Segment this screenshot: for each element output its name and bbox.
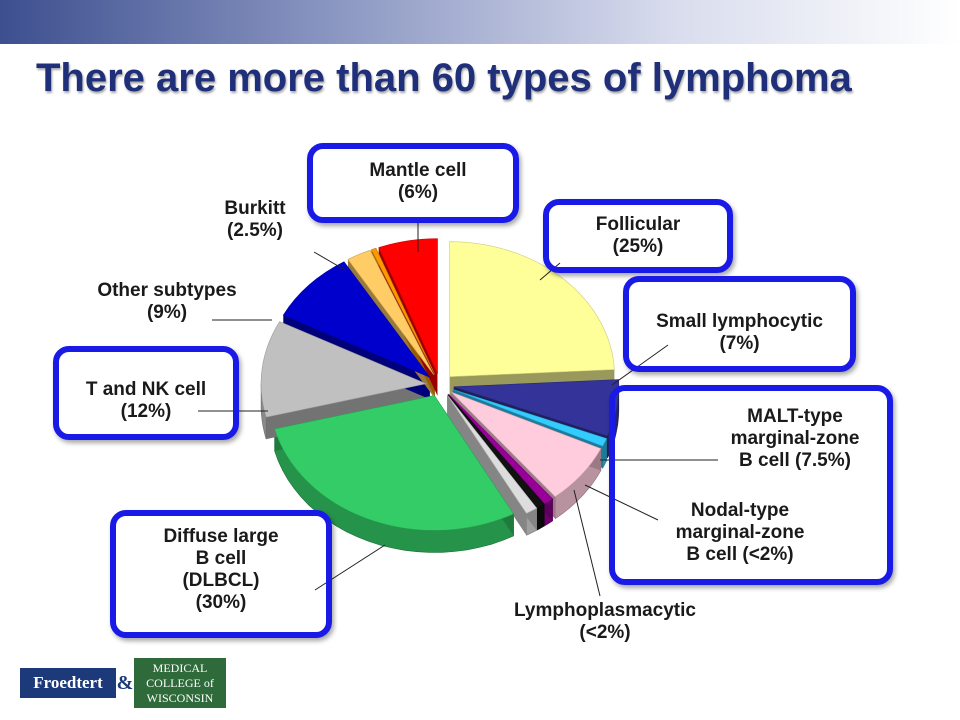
pie-slice-8 bbox=[260, 321, 428, 418]
callout-box-follicular bbox=[543, 199, 733, 273]
slice-label-malt: MALT-type marginal-zone B cell (7.5%) bbox=[730, 406, 860, 471]
pie-slice-5 bbox=[447, 394, 545, 509]
slice-label-lymphoplasmacytic: Lymphoplasmacytic (<2%) bbox=[514, 600, 696, 643]
leader-line-4 bbox=[611, 344, 669, 386]
top-gradient-band bbox=[0, 0, 960, 44]
pie-slice-12 bbox=[378, 238, 438, 374]
pie-slice-7 bbox=[274, 395, 515, 531]
slice-label-burkitt: Burkitt (2.5%) bbox=[224, 198, 286, 241]
slide-title: There are more than 60 types of lymphoma bbox=[36, 56, 852, 100]
leader-line-1 bbox=[313, 251, 346, 271]
callout-box-t-nk-cell bbox=[53, 346, 239, 440]
leader-line-8 bbox=[573, 489, 601, 597]
slice-label-mantle-cell: Mantle cell (6%) bbox=[369, 160, 467, 203]
pie-slice-3 bbox=[450, 391, 602, 498]
callout-box-small-lymphocytic bbox=[623, 276, 856, 372]
callout-box-dlbcl bbox=[110, 510, 332, 638]
pie-slice-10 bbox=[347, 249, 434, 375]
slice-label-dlbcl: Diffuse large B cell (DLBCL) (30%) bbox=[163, 526, 279, 613]
leader-line-7 bbox=[584, 484, 659, 521]
pie-slice-wall-6-1 bbox=[447, 394, 527, 536]
slice-label-nodal: Nodal-type marginal-zone B cell (<2%) bbox=[675, 500, 805, 565]
pie-slice-4 bbox=[448, 393, 554, 505]
slice-label-small-lymphocytic: Small lymphocytic (7%) bbox=[656, 311, 823, 354]
pie-slice-9 bbox=[282, 261, 431, 378]
pie-slice-6 bbox=[446, 394, 538, 514]
logo-froedtert: Froedtert bbox=[20, 668, 116, 698]
logo-ampersand: & bbox=[116, 672, 134, 694]
slice-label-other-subtypes: Other subtypes (9%) bbox=[97, 280, 237, 323]
logo: Froedtert & MEDICAL COLLEGE of WISCONSIN bbox=[20, 658, 226, 708]
pie-slice-11 bbox=[370, 247, 436, 375]
callout-box-marginal-zone bbox=[609, 385, 893, 585]
pie-slice-1 bbox=[453, 379, 620, 437]
callout-box-mantle-cell bbox=[307, 143, 519, 223]
logo-medical-college: MEDICAL COLLEGE of WISCONSIN bbox=[134, 658, 226, 708]
pie-slice-0 bbox=[449, 241, 615, 378]
slice-label-t-nk-cell: T and NK cell (12%) bbox=[85, 379, 207, 422]
slice-label-follicular: Follicular (25%) bbox=[595, 214, 681, 257]
pie-slice-2 bbox=[452, 389, 608, 447]
